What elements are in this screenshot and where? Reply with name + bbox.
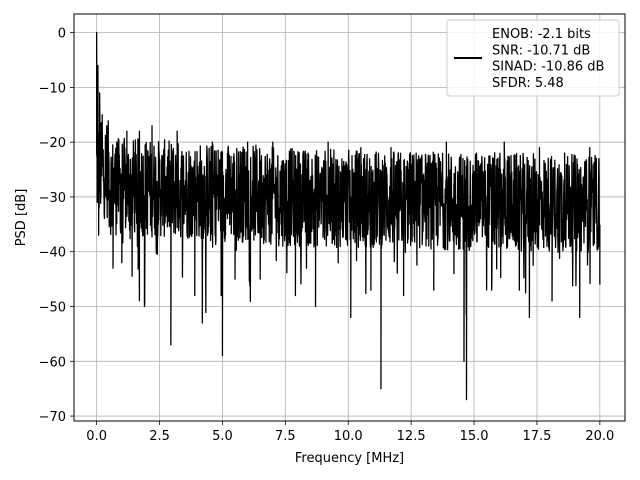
legend-label-line: SFDR: 5.48	[492, 76, 564, 91]
x-tick-label: 0.0	[86, 429, 107, 444]
x-axis: 0.0 2.5 5.0 7.5 10.0 12.5 15.0 17.5 20.0	[86, 421, 614, 444]
x-tick-label: 7.5	[275, 429, 296, 444]
x-tick-label: 10.0	[334, 429, 363, 444]
x-axis-label: Frequency [MHz]	[295, 451, 404, 466]
legend-label-line: SNR: -10.71 dB	[492, 43, 590, 58]
x-tick-label: 17.5	[522, 429, 551, 444]
y-tick-label: −10	[39, 81, 66, 96]
y-tick-label: −20	[39, 136, 66, 151]
y-tick-label: 0	[58, 27, 66, 42]
y-tick-label: −30	[39, 191, 66, 206]
x-tick-label: 5.0	[212, 429, 233, 444]
legend: ENOB: -2.1 bits SNR: -10.71 dB SINAD: -10.…	[446, 19, 620, 97]
legend-entry-label: ENOB: -2.1 bits SNR: -10.71 dB SINAD: -10.…	[492, 27, 604, 91]
x-tick-label: 2.5	[149, 429, 170, 444]
x-tick-label: 15.0	[460, 429, 489, 444]
x-tick-label: 20.0	[585, 429, 614, 444]
legend-label-line: ENOB: -2.1 bits	[492, 27, 591, 42]
y-axis-label: PSD [dB]	[14, 189, 29, 247]
legend-label-line: SINAD: -10.86 dB	[492, 60, 604, 75]
series-layer	[95, 31, 601, 401]
y-tick-label: −70	[39, 410, 66, 425]
y-tick-label: −60	[39, 355, 66, 370]
x-tick-label: 12.5	[397, 429, 426, 444]
y-tick-label: −50	[39, 301, 66, 316]
legend-box	[446, 19, 620, 97]
plot-frame	[73, 13, 626, 422]
psd-series-line	[95, 31, 601, 401]
y-tick-label: −40	[39, 246, 66, 261]
y-axis: 0 −10 −20 −30 −40 −50 −60 −70	[39, 27, 74, 425]
